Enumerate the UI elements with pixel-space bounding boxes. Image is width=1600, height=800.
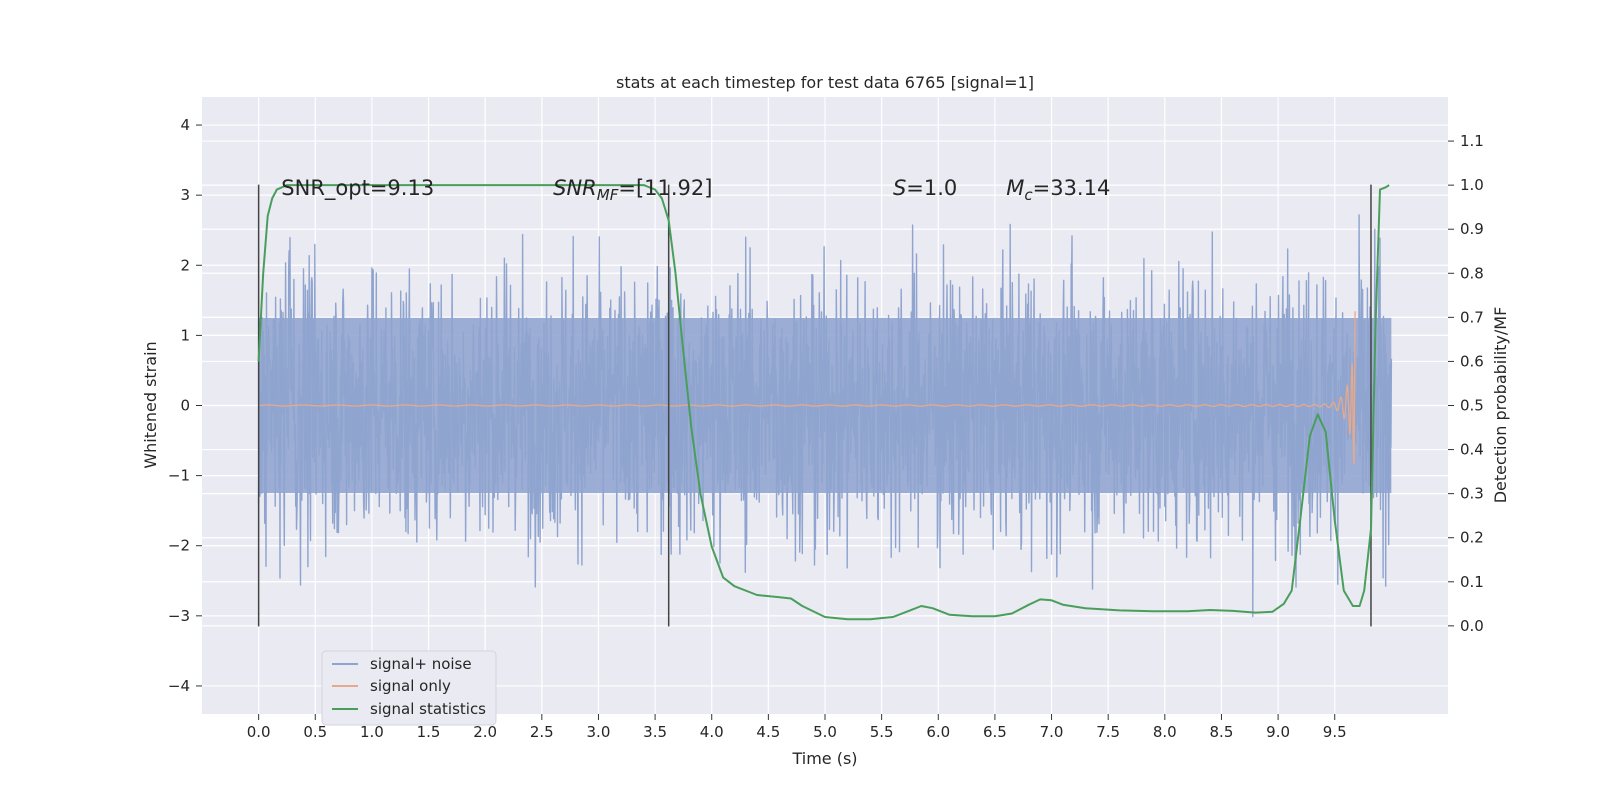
- y-left-tick-label: −3: [168, 607, 190, 625]
- vertical-markers: [257, 184, 1372, 627]
- x-tick-label: 4.5: [756, 723, 780, 741]
- x-tick-label: 5.0: [813, 723, 837, 741]
- x-tick-label: 1.5: [417, 723, 441, 741]
- legend-box: [321, 650, 497, 726]
- chart-title: stats at each timestep for test data 676…: [616, 73, 1034, 92]
- y-right-tick-label: 0.1: [1460, 573, 1484, 591]
- y-left-tick-label: 2: [180, 256, 190, 274]
- y-right-tick-label: 1.0: [1460, 176, 1484, 194]
- y-right-tick-label: 0.4: [1460, 441, 1484, 459]
- axis-ticks: 0.0 0.5 1.0 1.5 2.0 2.5 3.0 3.5 4.0 4.5 5.0 5.5 6.0 6…: [168, 116, 1484, 741]
- x-tick-label: 9.0: [1266, 723, 1290, 741]
- annotation-mc-value: Mc=33.14: [1006, 176, 1110, 204]
- series-signal-statistics: [257, 184, 1390, 621]
- x-axis-label: Time (s): [791, 749, 857, 768]
- y-left-tick-label: 3: [180, 186, 190, 204]
- legend: signal+ noise signal only signal statist…: [321, 650, 497, 726]
- x-tick-label: 9.5: [1323, 723, 1347, 741]
- y-left-tick-label: 0: [180, 397, 190, 415]
- y-right-tick-label: 0.6: [1460, 352, 1484, 370]
- y-right-tick-label: 0.5: [1460, 397, 1484, 415]
- x-tick-label: 6.0: [926, 723, 950, 741]
- annotation-snr-opt: SNR_opt=9.13: [281, 176, 434, 201]
- x-tick-label: 3.0: [587, 723, 611, 741]
- y-right-tick-label: 1.1: [1460, 132, 1484, 150]
- y-right-tick-label: 0.2: [1460, 529, 1484, 547]
- y-left-tick-label: −1: [168, 467, 190, 485]
- x-tick-label: 8.0: [1153, 723, 1177, 741]
- signal-chirp-trace: [258, 311, 1356, 465]
- legend-entry-signal-statistics: signal statistics: [370, 700, 486, 718]
- x-tick-label: 2.0: [473, 723, 497, 741]
- y-axis-label-right: Detection probability/MF: [1491, 307, 1510, 504]
- x-tick-label: 7.5: [1096, 723, 1120, 741]
- y-right-tick-label: 0.3: [1460, 485, 1484, 503]
- x-tick-label: 1.0: [360, 723, 384, 741]
- x-tick-label: 0.0: [247, 723, 271, 741]
- y-right-tick-label: 0.8: [1460, 264, 1484, 282]
- annotations: SNR_opt=9.13 SNRMF=[11.92] S=1.0 Mc=33.14: [281, 176, 1110, 204]
- x-tick-label: 4.0: [700, 723, 724, 741]
- legend-entry-signal-noise: signal+ noise: [370, 655, 472, 673]
- x-tick-label: 3.5: [643, 723, 667, 741]
- y-right-tick-label: 0.7: [1460, 308, 1484, 326]
- x-tick-label: 7.0: [1040, 723, 1064, 741]
- y-left-tick-label: 1: [180, 326, 190, 344]
- y-right-tick-label: 0.9: [1460, 220, 1484, 238]
- x-tick-label: 2.5: [530, 723, 554, 741]
- annotation-s-value: S=1.0: [893, 176, 957, 200]
- x-tick-label: 6.5: [983, 723, 1007, 741]
- x-tick-label: 0.5: [303, 723, 327, 741]
- x-tick-label: 8.5: [1210, 723, 1234, 741]
- y-left-tick-label: −4: [168, 677, 190, 695]
- y-left-tick-label: 4: [180, 116, 190, 134]
- y-axis-label-left: Whitened strain: [141, 341, 160, 468]
- series-signal-only: [258, 311, 1356, 465]
- annotation-snr-mf: SNRMF=[11.92]: [553, 176, 712, 204]
- legend-entry-signal-only: signal only: [370, 677, 451, 695]
- y-left-tick-label: −2: [168, 537, 190, 555]
- signal-statistics-line: [257, 184, 1390, 621]
- y-right-tick-label: 0.0: [1460, 617, 1484, 635]
- x-tick-label: 5.5: [870, 723, 894, 741]
